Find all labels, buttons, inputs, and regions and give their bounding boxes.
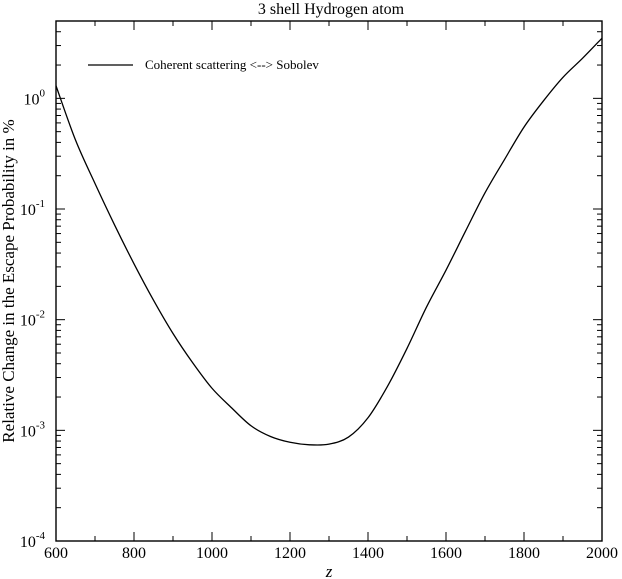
y-tick-exponent: -2	[36, 309, 45, 321]
y-tick-exponent: -3	[36, 419, 46, 431]
y-tick-label: 10-4	[20, 530, 46, 551]
x-tick-label: 2000	[586, 545, 618, 562]
chart-title: 3 shell Hydrogen atom	[258, 1, 405, 18]
y-tick-label: 10-3	[20, 419, 46, 440]
x-tick-label: 1400	[352, 545, 384, 562]
x-tick-label: 1600	[430, 545, 462, 562]
x-tick-label: 1800	[508, 545, 540, 562]
x-tick-label: 600	[44, 545, 68, 562]
plot-frame	[55, 20, 603, 542]
x-axis: 600 800 1000 1200 1400 1600 1800 2000	[44, 21, 618, 562]
y-tick-label: 10-2	[20, 309, 45, 330]
y-tick-exponent: -4	[36, 530, 46, 542]
x-axis-label: z	[325, 562, 333, 579]
y-tick-label: 10-1	[20, 198, 45, 219]
series-line	[55, 37, 603, 446]
y-tick-exponent: 0	[40, 87, 46, 99]
x-tick-label: 1000	[196, 545, 228, 562]
y-axis: 10-4 10-3 10-2 10-1 100	[20, 20, 602, 551]
y-tick-label: 100	[24, 87, 46, 108]
y-tick-exponent: -1	[36, 198, 45, 210]
x-tick-label: 800	[122, 545, 146, 562]
series-layer	[55, 37, 603, 446]
y-axis-label: Relative Change in the Escape Probabilit…	[0, 119, 18, 442]
legend: Coherent scattering <--> Sobolev	[88, 57, 319, 72]
x-tick-label: 1200	[274, 545, 306, 562]
legend-label: Coherent scattering <--> Sobolev	[145, 57, 319, 72]
